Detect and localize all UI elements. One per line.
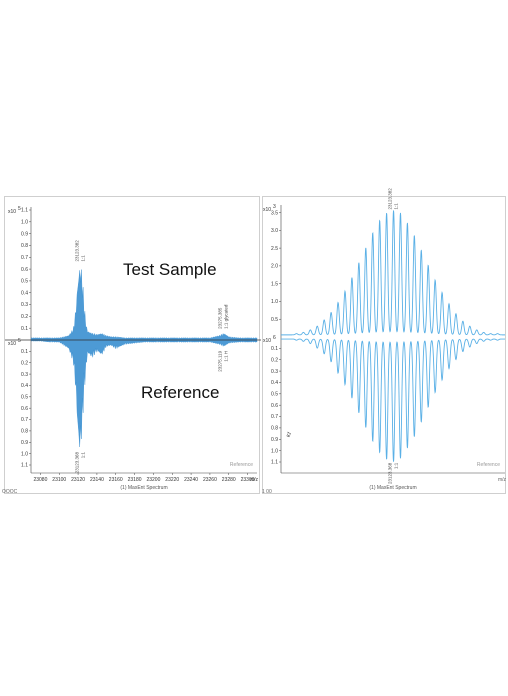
left-top-ytick-label: 0.4 (21, 290, 28, 296)
left-xtick-label: 23180 (128, 477, 142, 483)
left-peak-charge-label: 1:1 (80, 451, 85, 458)
left-xtick-label: 23240 (184, 477, 198, 483)
right-top-ytick-label: 0.5 (271, 317, 278, 323)
left-xtick-label: 23280 (222, 477, 236, 483)
right-top-ytick-label: 1.5 (271, 281, 278, 287)
left-bottom-ytick-label: 1.1 (21, 463, 28, 469)
left-top-ytick-label: 0.7 (21, 255, 28, 261)
left-xtick-label: 23300 (241, 477, 255, 483)
left-peak-charge-label: 1:1 glycated (224, 304, 229, 329)
right-bottom-ytick-label: 0.8 (271, 426, 278, 432)
right-bottom-ytick-label: 0.5 (271, 392, 278, 398)
left-bottom-ytick-label: 0.3 (21, 372, 28, 378)
left-top-ytick-label: 0.2 (21, 314, 28, 320)
right-bottom-exponent-power: 6 (273, 335, 276, 341)
right-bottom-ytick-label: 0.2 (271, 357, 278, 363)
right-peak-mass-label: 23123.368 (388, 462, 393, 484)
left-peak-mass-label: 23275.385 (218, 307, 223, 329)
right-bottom-ytick-label: 0.3 (271, 369, 278, 375)
left-bottom-ytick-label: 0.7 (21, 417, 28, 423)
left-xtick-label: 23220 (165, 477, 179, 483)
left-peak-mass-label: 23123.368 (74, 451, 79, 473)
left-top-series-area (30, 269, 258, 341)
right-top-exponent-power: 3 (273, 204, 276, 210)
left-legend-label: Reference (230, 462, 253, 468)
left-top-ytick-label: 0.5 (21, 279, 28, 285)
right-top-ytick-label: 1.0 (271, 299, 278, 305)
left-x-axis-title: (1) MaxEnt Spectrum (120, 485, 167, 491)
left-bottom-series-area (30, 339, 258, 447)
left-xtick-label: 23260 (203, 477, 217, 483)
left-chart-panel: x10 5 x10 5 0.1 0.2 0.3 0.4 0.5 0.6 0.7 0.8 0.9 1.0 1.… (2, 196, 261, 495)
reference-label: Reference (141, 383, 219, 402)
right-top-exponent: x10 (263, 207, 271, 213)
right-top-ytick-label: 3.0 (271, 228, 278, 234)
right-bottom-exponent: x10 (263, 338, 271, 344)
left-bottom-ytick-label: 0.6 (21, 406, 28, 412)
right-bottom-ytick-label: 0.4 (271, 380, 278, 386)
left-bottom-ytick-label: 0.2 (21, 360, 28, 366)
left-xtick-label: 23080 (33, 477, 47, 483)
left-bottom-ytick-label: 0.8 (21, 429, 28, 435)
left-top-exponent-power: 5 (18, 206, 21, 212)
left-peak-mass-label: 23123.382 (74, 240, 79, 262)
right-x-axis-title: (1) MaxEnt Spectrum (369, 485, 416, 491)
right-left-edge-label: 1 00 (262, 489, 272, 495)
right-kf-mark: Kf (286, 431, 293, 438)
left-top-exponent: x10 (8, 209, 16, 215)
left-bottom-ytick-label: 0.9 (21, 440, 28, 446)
right-bottom-ytick-label: 0.6 (271, 403, 278, 409)
left-top-ytick-label: 0.3 (21, 302, 28, 308)
right-peak-charge-label: 1:1 (394, 462, 399, 469)
right-peak-charge-label: 1:1 (394, 203, 399, 210)
right-peak-mass-label: 23123.382 (388, 188, 393, 210)
right-top-ytick-label: 2.0 (271, 264, 278, 270)
left-top-ytick-label: 0.1 (21, 326, 28, 332)
left-bottom-ytick-label: 1.0 (21, 451, 28, 457)
right-bottom-ytick-label: 0.7 (271, 414, 278, 420)
left-peak-mass-label: 23275.119 (218, 350, 223, 371)
left-top-ytick-label: 1.0 (21, 220, 28, 226)
left-xtick-label: 23160 (109, 477, 123, 483)
left-top-ytick-label: 0.9 (21, 231, 28, 237)
right-top-series-line (281, 210, 505, 336)
test-sample-label: Test Sample (123, 260, 217, 279)
left-top-ytick-label: 0.6 (21, 267, 28, 273)
left-top-ytick-label: 0.8 (21, 243, 28, 249)
left-bottom-exponent-power: 5 (18, 338, 21, 344)
left-bottom-ytick-label: 0.4 (21, 383, 28, 389)
left-bottom-ytick-label: 0.1 (21, 349, 28, 355)
left-edge-label: OOOC (2, 489, 18, 495)
right-top-ytick-label: 3.5 (271, 210, 278, 216)
left-peak-charge-label: 1:1 (80, 255, 85, 262)
right-edge-label: m/z (498, 477, 507, 483)
right-bottom-series-line (281, 338, 505, 462)
right-chart-panel: x10 3 x10 6 0.5 1.0 1.5 2.0 2.5 3.0 3.5 0.1 0.2 0.3 0.… (262, 188, 507, 495)
right-bottom-ytick-label: 1.1 (271, 460, 278, 466)
right-top-ytick-label: 2.5 (271, 246, 278, 252)
left-bottom-ytick-label: 0.5 (21, 395, 28, 401)
left-xtick-label: 23200 (146, 477, 160, 483)
left-xtick-label: 23140 (90, 477, 104, 483)
left-xtick-label: 23100 (52, 477, 66, 483)
right-bottom-ytick-label: 0.9 (271, 437, 278, 443)
left-x-unit: m/z (250, 477, 259, 483)
left-bottom-exponent: x10 (8, 341, 16, 347)
left-xtick-label: 23120 (71, 477, 85, 483)
right-bottom-ytick-label: 1.0 (271, 448, 278, 454)
right-legend-label: Reference (477, 462, 500, 468)
right-bottom-ytick-label: 0.1 (271, 346, 278, 352)
left-peak-charge-label: 1:1 H (224, 351, 229, 362)
left-top-ytick-label: 1.1 (21, 208, 28, 214)
